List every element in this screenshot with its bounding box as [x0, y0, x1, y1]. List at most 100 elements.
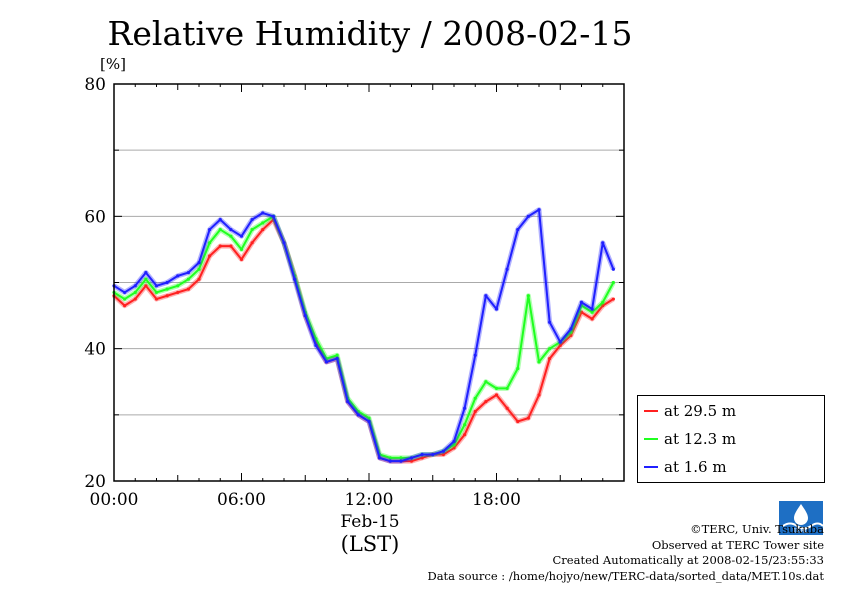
- series-point-1: [388, 456, 392, 460]
- series-point-2: [250, 218, 254, 222]
- series-point-2: [516, 227, 520, 232]
- series-point-1: [239, 247, 244, 252]
- legend-swatch-29m: [644, 410, 658, 412]
- series-point-1: [229, 234, 233, 238]
- series-point-2: [548, 320, 552, 324]
- series-point-0: [601, 304, 605, 308]
- series-point-0: [420, 456, 424, 460]
- series-point-1: [537, 360, 541, 364]
- series-point-2: [314, 343, 318, 347]
- series-point-1: [250, 227, 254, 232]
- legend: at 29.5 m at 12.3 m at 1.6 m: [637, 395, 825, 483]
- series-point-2: [409, 456, 414, 460]
- x-tick-label: 06:00: [217, 490, 266, 510]
- series-point-2: [484, 294, 488, 298]
- series-point-0: [261, 227, 265, 232]
- series-point-0: [452, 446, 456, 450]
- legend-item-1m: at 1.6 m: [644, 456, 727, 478]
- x-tick-label: 00:00: [90, 490, 139, 510]
- series-point-0: [569, 333, 573, 338]
- series-line-0: [113, 218, 614, 463]
- series-point-1: [154, 290, 159, 295]
- series-point-0: [218, 244, 222, 248]
- series-point-1: [261, 221, 265, 225]
- legend-label-29m: at 29.5 m: [664, 402, 737, 420]
- series-point-2: [441, 449, 445, 453]
- series-point-0: [250, 241, 254, 245]
- credit-copyright: ©TERC, Univ. Tsukuba: [690, 522, 824, 536]
- series-point-1: [590, 310, 594, 314]
- series-point-1: [516, 366, 520, 371]
- series-point-1: [165, 287, 169, 291]
- series-point-1: [218, 227, 222, 232]
- series-point-2: [123, 290, 127, 295]
- series-point-0: [516, 419, 520, 424]
- series-point-0: [239, 257, 244, 261]
- credits: ©TERC, Univ. Tsukuba Observed at TERC To…: [427, 522, 824, 584]
- tick-layer: 20 40 60 80 00:00 06:00 12:00 18:00: [84, 75, 625, 510]
- y-tick-label: 40: [84, 340, 106, 360]
- series-point-0: [494, 393, 499, 397]
- series-point-2: [399, 459, 403, 463]
- series-point-2: [452, 439, 456, 443]
- credit-observed: Observed at TERC Tower site: [651, 537, 824, 552]
- series-point-2: [579, 300, 584, 304]
- series-line-2: [113, 208, 615, 463]
- series-point-2: [186, 270, 190, 275]
- series-point-2: [176, 274, 180, 278]
- series-point-2: [473, 353, 477, 357]
- series-point-1: [484, 380, 488, 384]
- series-point-0: [537, 393, 541, 397]
- chart-title: Relative Humidity / 2008-02-15: [107, 14, 633, 53]
- series-point-0: [441, 452, 445, 457]
- x-tick-label: 12:00: [345, 490, 394, 510]
- legend-item-12m: at 12.3 m: [644, 428, 736, 450]
- series-point-0: [463, 433, 467, 437]
- series-halo-1: [112, 213, 616, 461]
- series-point-0: [505, 406, 509, 410]
- series-point-0: [123, 304, 127, 308]
- series-point-0: [473, 409, 477, 414]
- legend-swatch-12m: [644, 438, 658, 440]
- series-point-0: [144, 284, 148, 288]
- series-point-2: [378, 456, 382, 460]
- series-point-2: [569, 327, 573, 331]
- y-axis-unit: [%]: [100, 55, 126, 73]
- series-point-0: [590, 317, 594, 321]
- series-point-0: [484, 400, 488, 404]
- series-point-2: [388, 459, 392, 463]
- legend-label-1m: at 1.6 m: [664, 458, 727, 476]
- x-axis-date-label: Feb-15: [340, 512, 400, 532]
- credit-created: Created Automatically at 2008-02-15/23:5…: [552, 553, 825, 567]
- series-point-2: [367, 419, 371, 424]
- series-point-2: [154, 284, 159, 288]
- series-point-1: [473, 396, 477, 400]
- series-point-0: [548, 356, 552, 361]
- series-point-2: [261, 211, 265, 215]
- series-point-2: [165, 280, 169, 285]
- series-point-2: [420, 452, 424, 457]
- series-point-2: [324, 360, 329, 364]
- series-point-1: [314, 337, 318, 341]
- series-point-2: [505, 267, 509, 271]
- series-point-2: [197, 261, 201, 265]
- credit-source: Data source : /home/hojyo/new/TERC-data/…: [427, 568, 824, 583]
- series-point-1: [144, 277, 148, 281]
- logo-text: TERC: [792, 528, 809, 535]
- series-point-1: [123, 297, 127, 301]
- series-point-1: [601, 300, 605, 304]
- series-point-0: [186, 287, 190, 291]
- series-point-0: [133, 297, 137, 301]
- series-point-2: [303, 313, 307, 318]
- series-point-1: [208, 241, 212, 245]
- legend-item-29m: at 29.5 m: [644, 400, 736, 422]
- series-point-2: [431, 452, 435, 457]
- legend-swatch-1m: [644, 466, 658, 468]
- series-point-1: [505, 386, 509, 390]
- series-point-2: [463, 406, 467, 410]
- series-point-1: [494, 386, 499, 390]
- x-tick-label: 18:00: [472, 490, 521, 510]
- series-point-0: [208, 254, 212, 258]
- series-point-2: [229, 227, 233, 232]
- series-point-2: [293, 277, 297, 281]
